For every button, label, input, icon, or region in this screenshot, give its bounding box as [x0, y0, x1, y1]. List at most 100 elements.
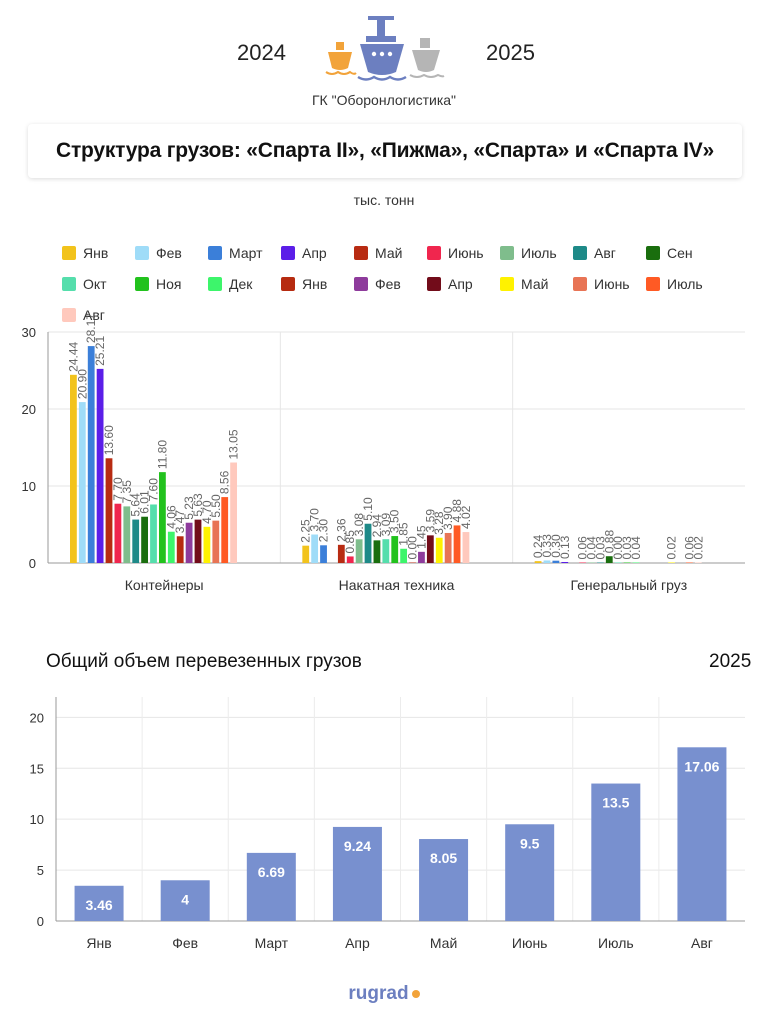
bar: [311, 534, 319, 563]
bar: [96, 368, 104, 563]
data-label: 3.50: [388, 509, 402, 533]
legend-item[interactable]: Апр: [427, 276, 473, 292]
data-label: 8.05: [430, 850, 457, 866]
data-label: 0.13: [558, 535, 572, 559]
bar: [346, 556, 354, 563]
legend-item[interactable]: Сен: [646, 245, 693, 261]
bar: [141, 516, 148, 563]
bar: [435, 537, 443, 563]
data-label: 3.28: [432, 511, 446, 535]
legend-swatch: [354, 246, 368, 260]
legend-swatch: [135, 246, 149, 260]
legend-swatch: [573, 277, 587, 291]
data-label: 24.44: [66, 341, 80, 371]
y-tick-label: 0: [37, 914, 44, 929]
legend-label: Фев: [156, 245, 182, 261]
rugrad-logo: rugrad: [0, 983, 768, 1005]
bar: [132, 519, 140, 563]
bar: [332, 826, 382, 921]
data-label: 5.10: [361, 497, 375, 521]
legend-item[interactable]: Дек: [208, 276, 253, 292]
data-label: 3.08: [352, 513, 366, 537]
legend-item[interactable]: Июнь: [573, 276, 630, 292]
legend-item[interactable]: Авг: [573, 245, 616, 261]
bar: [212, 520, 220, 563]
data-label: 7.35: [120, 480, 134, 504]
bar: [355, 539, 363, 563]
legend-label: Июль: [521, 245, 557, 261]
legend-item[interactable]: Май: [500, 276, 548, 292]
bar: [694, 562, 702, 563]
x-tick-label: Июнь: [512, 935, 548, 951]
legend-label: Окт: [83, 276, 107, 292]
bar: [579, 562, 586, 563]
legend-item[interactable]: Янв: [62, 245, 108, 261]
legend-item[interactable]: Май: [354, 245, 402, 261]
bar: [552, 560, 560, 563]
legend-item[interactable]: Март: [208, 245, 263, 261]
data-label: 0.88: [602, 530, 616, 554]
bar: [230, 462, 237, 563]
legend-label: Апр: [448, 276, 473, 292]
data-label: 6.01: [138, 490, 152, 514]
bar: [505, 824, 555, 921]
bar: [400, 548, 408, 563]
data-label: 2.36: [334, 518, 348, 542]
legend-swatch: [573, 246, 587, 260]
legend-label: Дек: [229, 276, 253, 292]
bar: [167, 531, 175, 563]
legend-item[interactable]: Июнь: [427, 245, 484, 261]
legend-swatch: [62, 246, 76, 260]
data-label: 5.50: [209, 494, 223, 518]
ships-illustration: [325, 16, 445, 81]
bar: [337, 544, 345, 563]
data-label: 3.47: [173, 510, 187, 534]
data-label: 13.05: [227, 429, 241, 459]
y-tick-label: 0: [29, 556, 36, 571]
total-volume-year: 2025: [709, 651, 752, 672]
x-tick-label: Фев: [172, 935, 198, 951]
bar: [419, 839, 469, 921]
legend-item[interactable]: Июль: [646, 276, 703, 292]
bar: [561, 561, 569, 563]
data-label: 25.21: [93, 336, 107, 366]
legend-item[interactable]: Ноя: [135, 276, 181, 292]
legend-item[interactable]: Янв: [281, 276, 327, 292]
legend-swatch: [208, 277, 222, 291]
bar: [543, 560, 551, 563]
legend-label: Сен: [667, 245, 693, 261]
data-label: 0.03: [593, 536, 607, 560]
data-label: 2.25: [299, 519, 313, 543]
bar: [160, 880, 210, 921]
year-left: 2024: [237, 40, 286, 65]
data-label: 8.56: [218, 470, 232, 494]
data-label: 28.17: [84, 313, 98, 343]
legend-item[interactable]: Фев: [135, 245, 182, 261]
legend-item[interactable]: Апр: [281, 245, 327, 261]
legend-swatch: [62, 308, 76, 322]
bar: [150, 504, 157, 563]
total-volume-title: Общий объем перевезенных грузов: [46, 651, 362, 672]
data-label: 9.24: [344, 838, 371, 854]
legend-label: Фев: [375, 276, 401, 292]
data-label: 5.64: [129, 493, 143, 517]
legend-swatch: [208, 246, 222, 260]
data-label: 5.63: [191, 493, 205, 517]
data-label: 4.70: [200, 500, 214, 524]
data-label: 0.24: [531, 534, 545, 558]
data-label: 4.88: [450, 499, 464, 523]
legend-item[interactable]: Июль: [500, 245, 557, 261]
legend-item[interactable]: Фев: [354, 276, 401, 292]
legend-label: Июнь: [448, 245, 484, 261]
bar: [614, 562, 622, 563]
chart-title: Структура грузов: «Спарта II», «Пижма», …: [55, 139, 714, 162]
bar: [426, 535, 434, 563]
legend-item[interactable]: Авг: [62, 307, 105, 323]
legend-label: Авг: [83, 307, 105, 323]
bar: [591, 783, 641, 921]
data-label: 0.02: [665, 536, 679, 560]
legend-item[interactable]: Окт: [62, 276, 107, 292]
data-label: 3.59: [423, 509, 437, 533]
legend-label: Март: [229, 245, 263, 261]
y-tick-label: 10: [30, 812, 44, 827]
